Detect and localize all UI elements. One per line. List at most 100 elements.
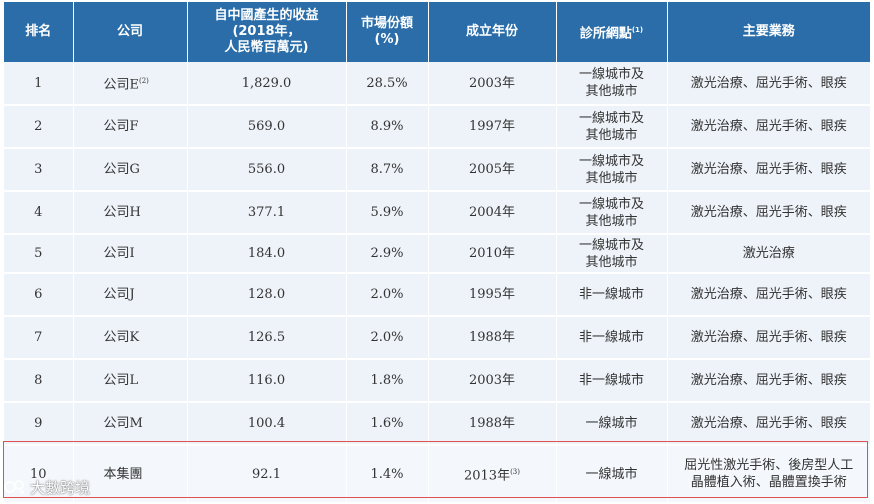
watermark: 大數跨境 [4,476,90,498]
business-line: 激光治療、屈光手術、眼疾 [690,75,847,91]
main-business-cell: 激光治療、屈光手術、眼疾 [667,191,870,235]
clinic-network-cell: 一線城市 [556,445,668,504]
company-name: 公司F [103,119,139,134]
header-line: 成立年份 [465,24,518,39]
clinic-network-cell: 一線城市及 其他城市 [556,191,668,235]
network-line: 其他城市 [585,170,638,186]
market-share-cell: 2.0% [346,316,429,360]
revenue-cell: 1,829.0 [187,62,347,106]
market-share-cell: 8.9% [346,105,429,149]
market-share-cell: 2.9% [346,234,429,274]
founded-year: 2010年 [468,246,516,261]
header-company: 公司 [73,2,188,62]
founded-year: 2003年 [468,373,516,388]
market-share-cell: 28.5% [346,62,429,106]
rank-cell: 7 [4,316,74,360]
company-name: 公司M [103,416,143,431]
company-cell: 公司M [73,402,188,446]
business-line: 激光治療、屈光手術、眼疾 [690,287,847,302]
main-business-cell: 屈光性激光手術、後房型人工 晶體植入術、晶體置換手術 [667,445,870,504]
revenue-cell: 128.0 [187,273,347,317]
table-row: 7 公司K 126.5 2.0% 1988年 非一線城市 激光治療、屈光手術、眼… [4,316,870,360]
business-line: 激光治療、屈光手術、眼疾 [690,373,847,388]
rank-cell: 8 [4,359,74,403]
header-founded-year: 成立年份 [428,2,557,62]
main-business-cell: 激光治療、屈光手術、眼疾 [667,402,870,446]
network-line: 一線城市及 [578,237,644,253]
table-row: 9 公司M 100.4 1.6% 1988年 一線城市 激光治療、屈光手術、眼疾 [4,402,870,446]
business-line: 屈光性激光手術、後房型人工 [684,458,854,473]
company-cell: 公司H [73,191,188,235]
table-row: 8 公司L 116.0 1.8% 2003年 非一線城市 激光治療、屈光手術、眼… [4,359,870,403]
table-row: 1 公司E(2) 1,829.0 28.5% 2003年 一線城市及 其他城市 激… [4,62,870,106]
header-line: 自中國產生的收益 [214,8,319,23]
rank-cell: 4 [4,191,74,235]
company-name: 公司G [103,162,140,177]
header-rank: 排名 [4,2,74,62]
table-row: 5 公司I 184.0 2.9% 2010年 一線城市及 其他城市 激光治療 [4,234,870,274]
company-cell: 公司J [73,273,188,317]
table-header: 排名 公司 自中國產生的收益 (2018年， 人民幣百萬元) 市場份額 (%) … [4,2,870,62]
revenue-cell: 184.0 [187,234,347,274]
company-cell: 本集團 [73,445,188,504]
founded-year-cell: 1995年 [428,273,557,317]
table-row: 2 公司F 569.0 8.9% 1997年 一線城市及 其他城市 激光治療、屈光… [4,105,870,149]
clinic-network-cell: 一線城市及 其他城市 [556,105,668,149]
highlighted-table-row: 10 本集團 92.1 1.4% 2013年(3) 一線城市 屈光性激光手術、後… [4,445,870,504]
network-line: 其他城市 [585,254,638,270]
network-line: 非一線城市 [578,373,644,388]
market-share-cell: 1.8% [346,359,429,403]
network-line: 其他城市 [585,127,638,143]
header-line: 主要業務 [742,24,795,39]
main-business-cell: 激光治療、屈光手術、眼疾 [667,105,870,149]
table-body: 1 公司E(2) 1,829.0 28.5% 2003年 一線城市及 其他城市 激… [4,62,870,504]
founded-year-cell: 1988年 [428,316,557,360]
business-line: 晶體植入術、晶體置換手術 [690,475,847,490]
business-line: 激光治療、屈光手術、眼疾 [690,162,847,177]
clinic-network-cell: 非一線城市 [556,316,668,360]
footnote-marker: (1) [631,25,644,34]
header-revenue: 自中國產生的收益 (2018年， 人民幣百萬元) [187,2,347,62]
company-name: 公司E [103,77,140,93]
header-line: (2018年， [232,24,301,39]
table-row: 4 公司H 377.1 5.9% 2004年 一線城市及 其他城市 激光治療、屈光… [4,191,870,235]
company-cell: 公司L [73,359,188,403]
company-name: 公司L [103,373,139,388]
network-line: 一線城市及 [578,153,644,169]
company-name: 公司I [103,246,135,261]
revenue-cell: 377.1 [187,191,347,235]
rank-cell: 9 [4,402,74,446]
network-line: 非一線城市 [578,330,644,345]
founded-year: 1988年 [468,330,516,345]
table-row: 6 公司J 128.0 2.0% 1995年 非一線城市 激光治療、屈光手術、眼… [4,273,870,317]
founded-year: 2005年 [468,162,516,177]
network-line: 一線城市及 [578,196,644,212]
founded-year: 2013年 [463,468,511,484]
founded-year-cell: 2010年 [428,234,557,274]
header-line: 排名 [25,24,52,39]
header-line: 公司 [116,24,143,39]
main-business-cell: 激光治療、屈光手術、眼疾 [667,316,870,360]
market-share-cell: 2.0% [346,273,429,317]
company-cell: 公司F [73,105,188,149]
rank-cell: 6 [4,273,74,317]
footnote-marker: (2) [139,76,149,85]
network-line: 非一線城市 [578,287,644,302]
market-share-cell: 1.4% [346,445,429,504]
business-line: 激光治療、屈光手術、眼疾 [690,330,847,345]
business-line: 激光治療、屈光手術、眼疾 [690,205,847,220]
founded-year-cell: 2003年 [428,62,557,106]
table-row: 3 公司G 556.0 8.7% 2005年 一線城市及 其他城市 激光治療、屈光… [4,148,870,192]
founded-year-cell: 2003年 [428,359,557,403]
founded-year: 1997年 [468,119,516,134]
company-name: 公司H [103,205,141,220]
header-line: (%) [374,32,400,47]
watermark-logo-icon [4,480,24,494]
header-main-business: 主要業務 [667,2,870,62]
company-name: 本集團 [103,466,143,482]
founded-year-cell: 1988年 [428,402,557,446]
business-line: 激光治療、屈光手術、眼疾 [690,119,847,134]
network-line: 一線城市 [585,466,638,482]
business-line: 激光治療 [742,246,795,261]
clinic-network-cell: 非一線城市 [556,359,668,403]
